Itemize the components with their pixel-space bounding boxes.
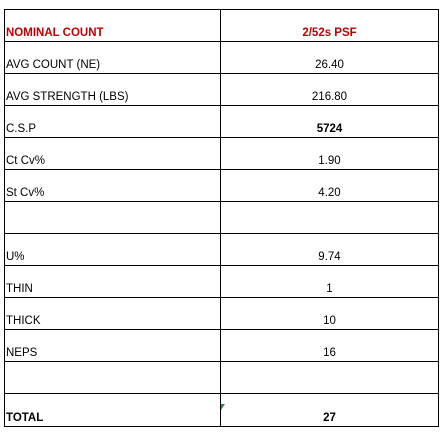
cell-comment-marker-icon: [221, 404, 225, 410]
row-label-cell[interactable]: Ct Cv%: [4, 137, 221, 170]
total-value-cell[interactable]: 27: [220, 393, 439, 427]
table-row: AVG COUNT (NE) 26.40: [4, 41, 439, 74]
row-value-cell[interactable]: 10: [220, 297, 439, 330]
total-row: TOTAL 27: [4, 393, 439, 427]
row-value-cell[interactable]: [220, 361, 439, 394]
row-value-cell[interactable]: 216.80: [220, 73, 439, 106]
row-value-cell[interactable]: 26.40: [220, 41, 439, 74]
table-row: Ct Cv% 1.90: [4, 137, 439, 170]
header-label-cell[interactable]: NOMINAL COUNT: [4, 9, 221, 42]
row-value-cell[interactable]: 9.74: [220, 233, 439, 266]
header-row: NOMINAL COUNT 2/52s PSF: [4, 9, 439, 42]
row-value-cell[interactable]: 4.20: [220, 169, 439, 202]
table-row: U% 9.74: [4, 233, 439, 266]
row-label-cell[interactable]: C.S.P: [4, 105, 221, 138]
header-value-cell[interactable]: 2/52s PSF: [220, 9, 439, 42]
row-value-cell[interactable]: 5724: [220, 105, 439, 138]
row-value-cell[interactable]: 1.90: [220, 137, 439, 170]
table-row-empty: [4, 201, 439, 234]
table-row: THICK 10: [4, 297, 439, 330]
row-label-cell[interactable]: St Cv%: [4, 169, 221, 202]
row-label-cell[interactable]: U%: [4, 233, 221, 266]
table-row-empty: [4, 361, 439, 394]
row-label-cell[interactable]: THICK: [4, 297, 221, 330]
row-value-cell[interactable]: 1: [220, 265, 439, 298]
row-value-cell[interactable]: [220, 201, 439, 234]
table-row: St Cv% 4.20: [4, 169, 439, 202]
row-label-cell[interactable]: THIN: [4, 265, 221, 298]
row-label-cell[interactable]: [4, 361, 221, 394]
row-label-cell[interactable]: [4, 201, 221, 234]
row-value-cell[interactable]: 16: [220, 329, 439, 362]
table-row: THIN 1: [4, 265, 439, 298]
row-label-cell[interactable]: AVG STRENGTH (LBS): [4, 73, 221, 106]
table-row: NEPS 16: [4, 329, 439, 362]
table-row: C.S.P 5724: [4, 105, 439, 138]
row-label-cell[interactable]: AVG COUNT (NE): [4, 41, 221, 74]
total-label-cell[interactable]: TOTAL: [4, 393, 221, 427]
spec-table: NOMINAL COUNT 2/52s PSF AVG COUNT (NE) 2…: [4, 9, 439, 427]
table-row: AVG STRENGTH (LBS) 216.80: [4, 73, 439, 106]
row-label-cell[interactable]: NEPS: [4, 329, 221, 362]
